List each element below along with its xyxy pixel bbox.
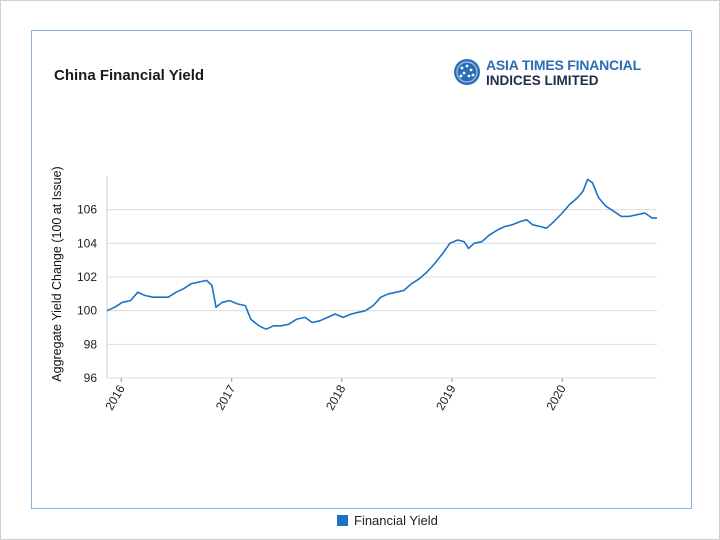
y-tick-label: 104 <box>77 236 97 250</box>
x-tick-label: 2020 <box>543 382 569 412</box>
series-line <box>106 178 657 330</box>
chart-legend: Financial Yield <box>337 513 438 528</box>
chart-card: China Financial Yield ASIA TIMES FINANCI… <box>31 30 692 528</box>
x-tick-label: 2018 <box>323 382 349 412</box>
globe-logo-icon <box>454 59 480 85</box>
chart-title: China Financial Yield <box>54 67 205 84</box>
y-axis-title: Aggregate Yield Change (100 at Issue) <box>50 166 64 381</box>
y-tick-label: 98 <box>84 337 98 351</box>
y-tick-label: 96 <box>84 371 98 385</box>
y-tick-label: 102 <box>77 270 97 284</box>
y-tick-label: 106 <box>77 203 97 217</box>
x-tick-label: 2019 <box>433 382 459 412</box>
logo-text-line2: INDICES LIMITED <box>486 73 599 88</box>
x-tick-label: 2017 <box>213 382 239 412</box>
legend-swatch <box>337 515 348 526</box>
x-tick-label: 2016 <box>102 382 128 412</box>
y-tick-label: 100 <box>77 304 97 318</box>
legend-label: Financial Yield <box>354 513 438 528</box>
brand-logo: ASIA TIMES FINANCIAL INDICES LIMITED <box>452 55 672 91</box>
logo-text-line1: ASIA TIMES FINANCIAL <box>486 57 641 73</box>
